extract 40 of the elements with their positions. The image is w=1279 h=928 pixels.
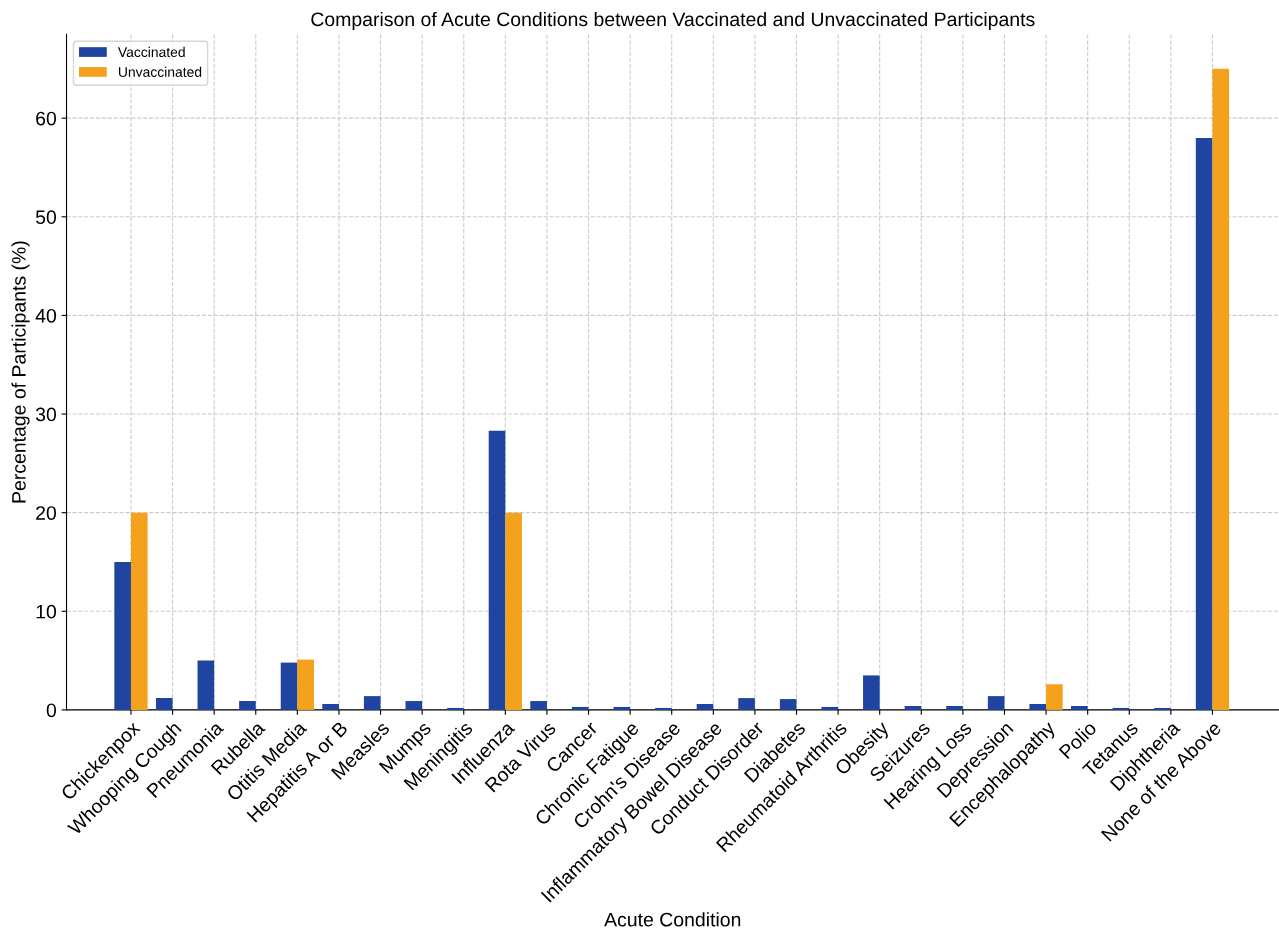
y-tick-label: 0	[46, 703, 57, 718]
chart-title: Comparison of Acute Conditions between Vaccinated and Unvaccinated Participants	[311, 11, 1035, 31]
bar	[530, 701, 547, 710]
y-tick-label: 50	[35, 210, 57, 225]
bar	[1071, 705, 1088, 710]
bar	[987, 696, 1005, 710]
bar	[1212, 68, 1230, 710]
bar	[297, 659, 314, 710]
bar	[696, 704, 714, 710]
bar	[863, 675, 880, 710]
y-tick-label: 20	[36, 506, 57, 520]
bar	[571, 706, 589, 710]
bar	[1195, 137, 1213, 710]
legend-label: Unvaccinated	[118, 66, 202, 77]
y-tick-label: 40	[35, 308, 57, 323]
bar	[946, 705, 963, 710]
y-tick-label: 30	[35, 407, 57, 422]
bar	[613, 706, 631, 710]
bar	[130, 512, 148, 710]
bar	[322, 704, 339, 710]
bar	[738, 698, 755, 710]
bar	[821, 706, 839, 710]
bar	[488, 430, 506, 710]
bar	[363, 696, 381, 710]
legend-label: Vaccinated	[117, 46, 185, 58]
bar	[1029, 704, 1047, 710]
bar	[405, 701, 423, 710]
bar	[904, 705, 922, 710]
bar	[239, 701, 256, 710]
bar	[280, 662, 298, 710]
bar	[779, 699, 797, 710]
bar	[197, 660, 215, 710]
bar	[155, 698, 173, 710]
y-tick-label: 10	[36, 604, 57, 619]
y-axis-title: Percentage of Participants (%)	[11, 241, 30, 503]
bar	[505, 512, 522, 710]
bar	[114, 561, 131, 710]
bar	[1046, 684, 1063, 710]
x-axis-title: Acute Condition	[604, 912, 741, 927]
y-tick-label: 60	[36, 111, 57, 126]
